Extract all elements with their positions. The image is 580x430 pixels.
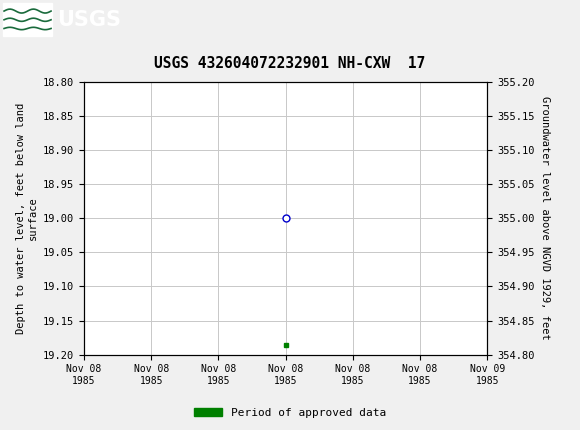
Text: USGS: USGS <box>57 10 121 30</box>
Y-axis label: Depth to water level, feet below land
surface: Depth to water level, feet below land su… <box>16 103 38 334</box>
Y-axis label: Groundwater level above NGVD 1929, feet: Groundwater level above NGVD 1929, feet <box>540 96 550 340</box>
Legend: Period of approved data: Period of approved data <box>190 403 390 422</box>
Bar <box>3 3 52 37</box>
Text: USGS 432604072232901 NH-CXW  17: USGS 432604072232901 NH-CXW 17 <box>154 56 426 71</box>
